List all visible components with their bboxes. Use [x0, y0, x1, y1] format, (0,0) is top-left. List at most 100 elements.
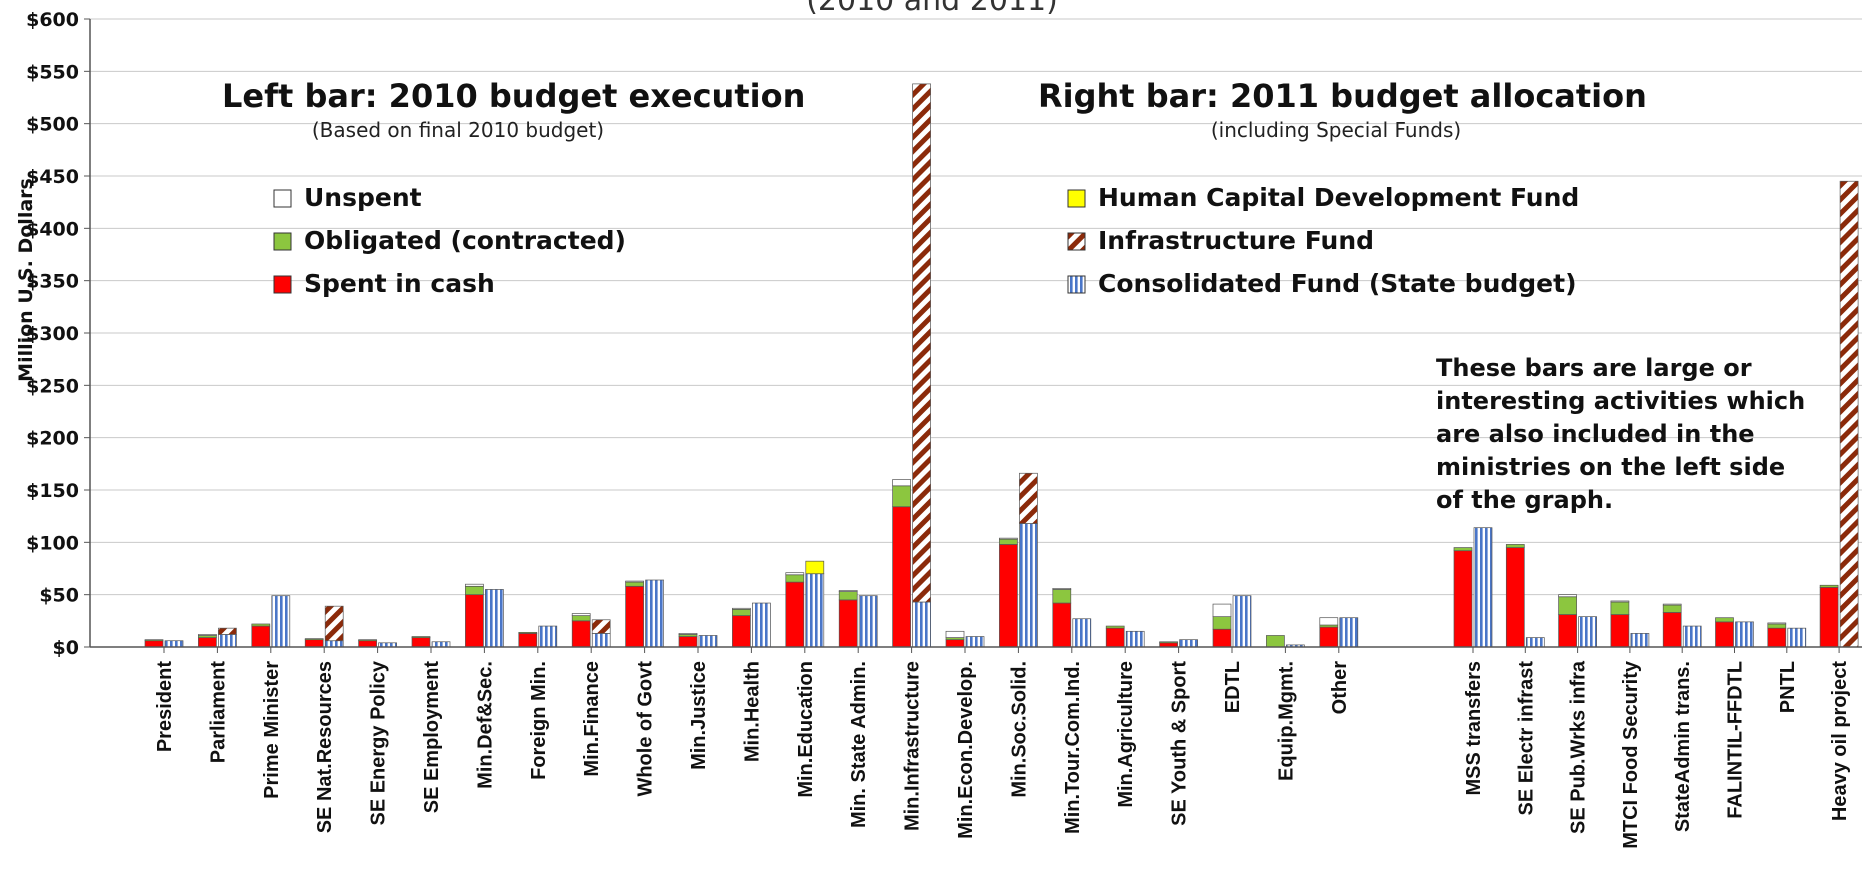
bar-consolidated-fund — [1474, 528, 1492, 647]
bar-spent-in-cash — [1454, 551, 1472, 647]
x-tick-label: Min.Def&Sec. — [474, 661, 496, 789]
bar-consolidated-fund — [1788, 628, 1806, 647]
x-tick-label: Min. State Admin. — [848, 661, 870, 828]
legend-swatch — [274, 233, 291, 250]
bar-consolidated-fund — [1579, 617, 1597, 647]
bar-consolidated-fund — [859, 596, 877, 647]
bar-consolidated-fund — [1233, 596, 1251, 647]
bar-unspent — [1559, 595, 1577, 597]
y-tick-label: $500 — [26, 114, 79, 136]
bar-unspent — [732, 608, 750, 609]
bar-unspent — [465, 584, 483, 586]
bar-spent-in-cash — [1106, 628, 1124, 647]
right-subheading: (including Special Funds) — [1211, 118, 1461, 142]
x-tick-label: Foreign Min. — [528, 661, 550, 780]
right-heading: Right bar: 2011 budget allocation — [1038, 77, 1647, 115]
bar-unspent — [786, 573, 804, 575]
bar-unspent — [1611, 601, 1629, 602]
bar-spent-in-cash — [465, 595, 483, 647]
x-tick-label: EDTL — [1222, 661, 1244, 713]
x-tick-label: Heavy oil project — [1829, 661, 1851, 821]
bar-obligated — [1106, 626, 1124, 628]
x-tick-label: MTCI Food Security — [1620, 660, 1642, 849]
bar-obligated — [1768, 624, 1786, 628]
x-tick-label: Min.Education — [795, 661, 817, 798]
bar-consolidated-fund — [325, 641, 343, 647]
legend-label: Obligated (contracted) — [304, 226, 626, 255]
bar-spent-in-cash — [1820, 587, 1838, 647]
legend-swatch — [1068, 190, 1085, 207]
bar-unspent — [1213, 604, 1231, 617]
x-tick-label: Whole of Govt — [635, 661, 657, 797]
y-tick-label: $50 — [39, 585, 79, 607]
legend-label: Human Capital Development Fund — [1098, 183, 1579, 212]
bar-obligated — [252, 624, 270, 626]
bar-obligated — [1454, 548, 1472, 551]
bar-obligated — [1213, 617, 1231, 630]
bar-consolidated-fund — [539, 626, 557, 647]
bar-obligated — [732, 609, 750, 615]
bar-spent-in-cash — [679, 637, 697, 647]
bar-consolidated-fund — [1340, 618, 1358, 647]
bar-obligated — [1611, 602, 1629, 615]
bar-consolidated-fund — [1631, 633, 1649, 647]
y-tick-label: $150 — [26, 480, 79, 502]
legend-label: Unspent — [304, 183, 422, 212]
bar-spent-in-cash — [305, 640, 323, 647]
left-heading: Left bar: 2010 budget execution — [222, 77, 805, 115]
bar-spent-in-cash — [198, 638, 216, 647]
note-line: interesting activities which — [1436, 387, 1805, 415]
x-tick-label: Parliament — [207, 661, 229, 764]
bar-unspent — [893, 480, 911, 486]
bar-obligated — [839, 592, 857, 600]
bar-consolidated-fund — [699, 635, 717, 647]
y-tick-label: $0 — [53, 637, 79, 659]
bar-obligated — [1663, 605, 1681, 612]
bar-spent-in-cash — [1559, 615, 1577, 647]
legend-label: Spent in cash — [304, 269, 495, 298]
y-tick-label: $100 — [26, 532, 79, 554]
x-tick-label: Min.Econ.Develop. — [955, 661, 977, 839]
bar-infrastructure-fund — [325, 606, 343, 641]
bar-spent-in-cash — [999, 544, 1017, 647]
bar-spent-in-cash — [252, 626, 270, 647]
bar-spent-in-cash — [1611, 615, 1629, 647]
y-tick-label: $200 — [26, 428, 79, 450]
bar-spent-in-cash — [359, 641, 377, 647]
bar-consolidated-fund — [1736, 622, 1754, 647]
bar-obligated — [1160, 642, 1178, 643]
bar-obligated — [519, 632, 537, 633]
bar-spent-in-cash — [572, 621, 590, 647]
bar-spent-in-cash — [412, 638, 430, 647]
bar-obligated — [786, 575, 804, 582]
legend-swatch — [1068, 276, 1085, 293]
legend-label: Infrastructure Fund — [1098, 226, 1374, 255]
x-tick-label: President — [154, 661, 176, 752]
x-tick-label: Prime Minister — [261, 661, 283, 799]
x-tick-label: Min.Finance — [581, 661, 603, 777]
bar-spent-in-cash — [946, 640, 964, 647]
bar-spent-in-cash — [839, 600, 857, 647]
note-line: are also included in the — [1436, 420, 1755, 448]
bar-spent-in-cash — [145, 641, 163, 647]
bar-obligated — [1053, 589, 1071, 603]
bar-unspent — [1663, 604, 1681, 605]
bar-obligated — [572, 616, 590, 621]
bar-spent-in-cash — [1768, 628, 1786, 647]
x-tick-label: SE Energy Policy — [368, 660, 390, 825]
x-tick-label: Min.Health — [741, 661, 763, 762]
x-tick-label: SE Pub.Wrks infra — [1568, 660, 1590, 834]
bar-obligated — [893, 486, 911, 507]
bar-spent-in-cash — [1053, 603, 1071, 647]
bar-obligated — [1506, 544, 1524, 547]
bar-obligated — [1266, 635, 1284, 647]
note-line: ministries on the left side — [1436, 453, 1785, 481]
legend-swatch — [274, 276, 291, 293]
x-tick-label: SE Electr infrast — [1515, 661, 1537, 816]
bar-consolidated-fund — [592, 633, 610, 647]
bar-consolidated-fund — [966, 637, 984, 647]
x-tick-label: SE Youth & Sport — [1169, 661, 1191, 826]
bar-unspent — [839, 590, 857, 591]
bar-spent-in-cash — [626, 586, 644, 647]
legend-swatch — [1068, 233, 1085, 250]
